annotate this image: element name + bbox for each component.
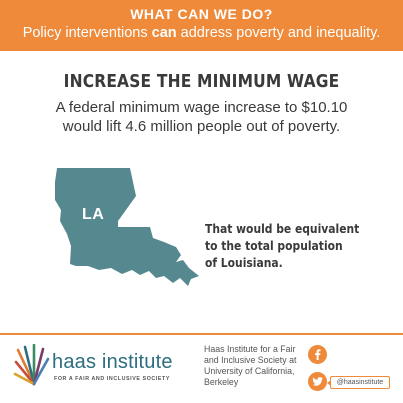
subheadline-line: would lift 4.6 million people out of pov… bbox=[62, 118, 341, 135]
haas-logo-icon bbox=[13, 344, 50, 386]
banner-subtitle-start: Policy interventions bbox=[22, 25, 152, 41]
subheadline: A federal minimum wage increase to $10.1… bbox=[30, 98, 373, 136]
banner-kicker: WHAT CAN WE DO? bbox=[130, 6, 273, 22]
twitter-bird-icon bbox=[312, 377, 323, 386]
facebook-icon[interactable] bbox=[308, 345, 327, 364]
state-abbreviation: LA bbox=[82, 206, 105, 223]
top-banner: WHAT CAN WE DO? Policy interventions can… bbox=[0, 0, 403, 51]
logo-tagline: FOR A FAIR AND INCLUSIVE SOCIETY bbox=[54, 376, 171, 382]
louisiana-shape bbox=[55, 168, 199, 286]
logo-wordmark: haas institute bbox=[52, 351, 173, 373]
headline: INCREASE THE MINIMUM WAGE bbox=[63, 71, 340, 92]
footer-divider bbox=[0, 333, 403, 335]
facebook-glyph-icon bbox=[315, 349, 321, 360]
organization-name: Haas Institute for a Fair and Inclusive … bbox=[204, 344, 306, 388]
banner-subtitle-emphasis: can bbox=[151, 25, 177, 41]
twitter-handle[interactable]: @haasinstitute bbox=[327, 376, 390, 389]
equivalence-line: That would be equivalent bbox=[205, 221, 360, 236]
equivalence-line: of Louisiana. bbox=[205, 255, 283, 270]
banner-subtitle-end: address poverty and inequality. bbox=[176, 25, 381, 41]
equivalence-note: That would be equivalent to the total po… bbox=[205, 220, 385, 271]
organization-line: and Inclusive Society at bbox=[204, 355, 297, 365]
organization-line: Berkeley bbox=[204, 377, 239, 387]
banner-subtitle: Policy interventions can address poverty… bbox=[0, 25, 403, 41]
equivalence-line: to the total population bbox=[205, 238, 343, 253]
subheadline-line: A federal minimum wage increase to $10.1… bbox=[55, 99, 348, 116]
organization-line: Haas Institute for a Fair bbox=[204, 344, 296, 354]
organization-line: University of California, bbox=[204, 366, 295, 376]
twitter-icon[interactable] bbox=[308, 372, 327, 391]
